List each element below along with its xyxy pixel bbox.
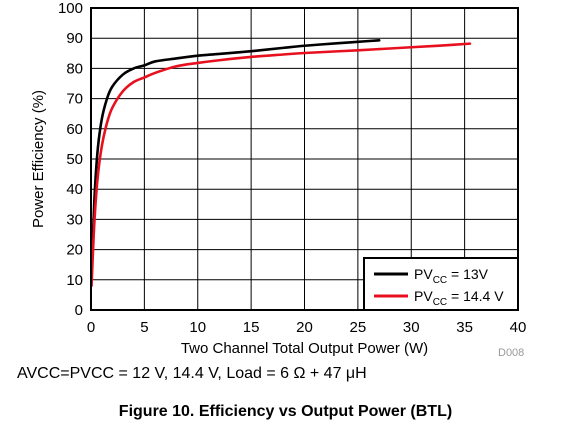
series-line-1	[90, 39, 381, 282]
test-conditions: AVCC=PVCC = 12 V, 14.4 V, Load = 6 Ω + 4…	[17, 365, 367, 382]
y-tick-label: 80	[66, 60, 83, 77]
tick-labels: 0 5 10 15 20 25 30 35 40 0 10 20 30 40 50 60 70 80 90 100	[58, 0, 526, 336]
efficiency-chart: 0 5 10 15 20 25 30 35 40 0 10 20 30 40 50 60 70 80 90 100 T…	[30, 0, 526, 359]
legend-label-main: PV	[414, 288, 433, 304]
y-tick-label: 100	[58, 0, 83, 17]
legend-label-value: = 14.4 V	[447, 288, 504, 304]
y-tick-label: 40	[66, 181, 83, 198]
legend-label-1: PVCC = 13V	[414, 266, 489, 286]
y-axis-title: Power Efficiency (%)	[30, 90, 47, 228]
grid	[91, 8, 518, 310]
y-tick-label: 0	[75, 302, 83, 319]
x-tick-label: 15	[243, 319, 260, 336]
plot-frame	[90, 7, 519, 311]
series-line-2	[90, 42, 472, 288]
legend-label-value: = 13V	[447, 266, 489, 282]
legend-label-subscript: CC	[433, 275, 447, 286]
legend-box	[363, 257, 519, 311]
x-tick-label: 30	[403, 319, 420, 336]
x-tick-label: 0	[87, 319, 95, 336]
y-tick-label: 70	[66, 91, 83, 108]
x-tick-label: 20	[296, 319, 313, 336]
x-tick-label: 35	[456, 319, 473, 336]
legend-label-main: PV	[414, 266, 433, 282]
y-tick-label: 30	[66, 211, 83, 228]
y-tick-label: 20	[66, 242, 83, 259]
x-tick-label: 40	[510, 319, 527, 336]
x-tick-label: 5	[140, 319, 148, 336]
x-tick-label: 25	[350, 319, 367, 336]
legend-label-subscript: CC	[433, 297, 447, 308]
legend-label-2: PVCC = 14.4 V	[414, 288, 504, 308]
y-tick-label: 90	[66, 30, 83, 47]
x-tick-label: 10	[189, 319, 206, 336]
x-axis-title: Two Channel Total Output Power (W)	[181, 340, 428, 357]
series-layer	[90, 39, 472, 288]
figure-code-label: D008	[498, 347, 524, 359]
y-tick-label: 60	[66, 121, 83, 138]
y-tick-label: 50	[66, 151, 83, 168]
figure-caption: Figure 10. Efficiency vs Output Power (B…	[118, 403, 453, 420]
y-tick-label: 10	[66, 272, 83, 289]
